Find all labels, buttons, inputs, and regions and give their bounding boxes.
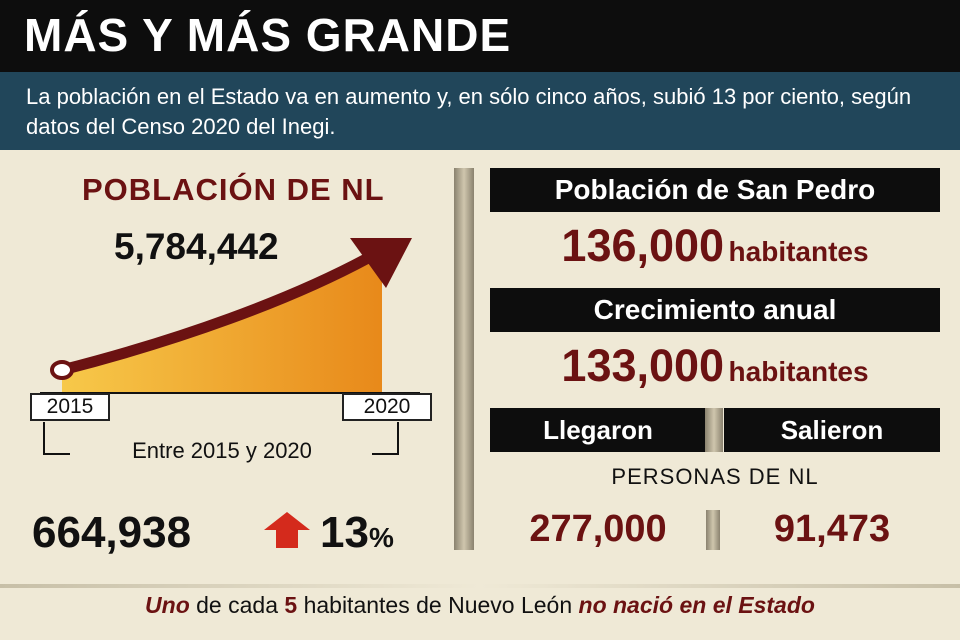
footer-part-4: habitantes de Nuevo León xyxy=(297,592,579,618)
san-pedro-unit: habitantes xyxy=(728,236,869,267)
title-bar: MÁS Y MÁS GRANDE xyxy=(0,0,960,72)
san-pedro-value: 136,000 xyxy=(561,220,725,271)
footer-divider xyxy=(0,584,960,588)
left-value: 91,473 xyxy=(773,508,891,550)
intro-text: La población en el Estado va en aumento … xyxy=(26,84,912,139)
migration-divider-top xyxy=(705,408,723,452)
footer-part-5: no nació en el Estado xyxy=(578,592,815,618)
annual-growth-stat: 133,000 habitantes xyxy=(490,340,940,392)
year-2020-label: 2020 xyxy=(342,393,432,421)
footer-part-1: Uno xyxy=(145,592,190,618)
left-label: Salieron xyxy=(724,408,940,452)
migration-divider-bottom xyxy=(706,510,720,550)
arrow-head-icon xyxy=(350,238,412,288)
population-total: 5,784,442 xyxy=(114,226,279,267)
percent-value: 13 xyxy=(320,508,369,557)
start-point-marker xyxy=(50,360,74,380)
percent-sign: % xyxy=(368,522,394,553)
annual-growth-label: Crecimiento anual xyxy=(490,288,940,332)
annual-growth-unit: habitantes xyxy=(728,356,869,387)
up-arrow-icon xyxy=(264,512,310,548)
growth-chart xyxy=(40,238,420,455)
san-pedro-label: Población de San Pedro xyxy=(490,168,940,212)
san-pedro-stat: 136,000 habitantes xyxy=(490,220,940,272)
chart-title: POBLACIÓN DE NL xyxy=(82,172,385,207)
bracket-right xyxy=(372,422,399,455)
divider-pillar xyxy=(454,168,474,550)
population-increase: 664,938 xyxy=(32,508,192,557)
migration-caption: PERSONAS DE NL xyxy=(611,464,819,489)
percent-growth: 13% xyxy=(320,508,394,558)
page-title: MÁS Y MÁS GRANDE xyxy=(24,9,512,61)
bracket-left xyxy=(43,422,70,455)
arrived-label: Llegaron xyxy=(490,408,706,452)
period-caption: Entre 2015 y 2020 xyxy=(132,438,312,463)
year-2015-label: 2015 xyxy=(30,393,110,421)
intro-bar: La población en el Estado va en aumento … xyxy=(0,72,960,150)
footer-part-2: de cada xyxy=(189,592,285,618)
footer-part-3: 5 xyxy=(284,592,298,618)
arrived-value: 277,000 xyxy=(529,508,667,550)
growth-arrow-line xyxy=(56,252,374,376)
footer-note: Uno de cada 5 habitantes de Nuevo León n… xyxy=(0,592,960,619)
annual-growth-value: 133,000 xyxy=(561,340,725,391)
